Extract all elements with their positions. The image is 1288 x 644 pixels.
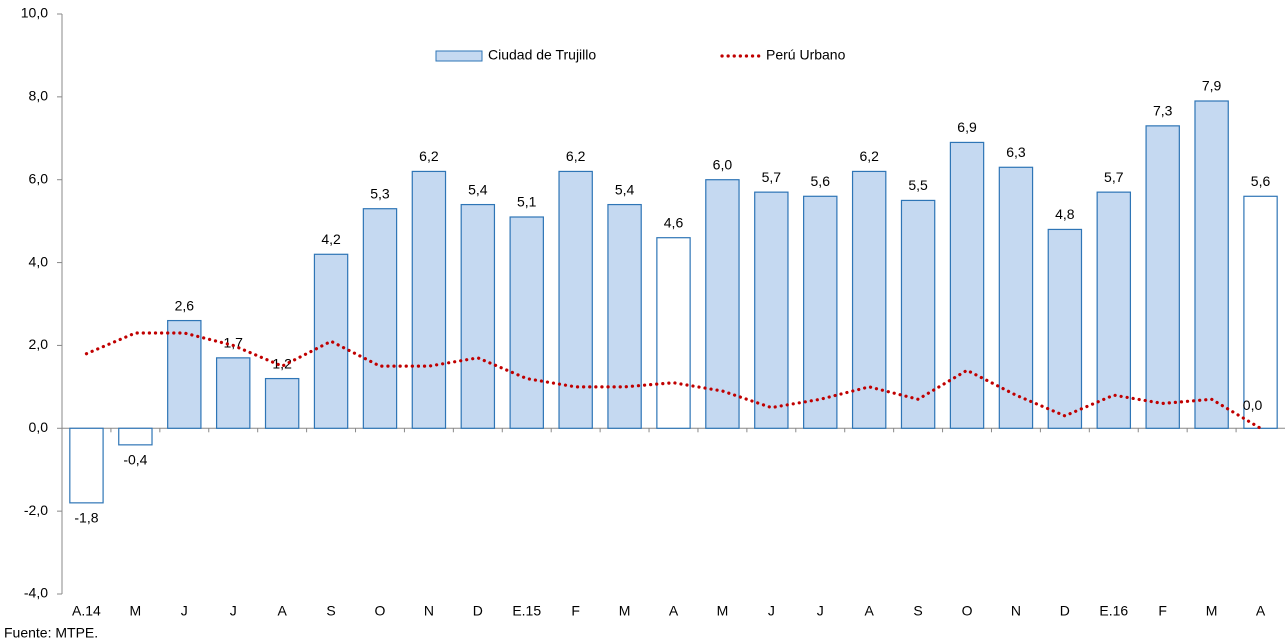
y-tick-label: -4,0 bbox=[24, 585, 48, 601]
bar bbox=[558, 170, 593, 429]
bar bbox=[69, 427, 104, 504]
bar bbox=[509, 216, 544, 429]
x-tick-label: A bbox=[865, 603, 875, 619]
x-tick-label: F bbox=[1158, 603, 1167, 619]
source-note: Fuente: MTPE. bbox=[4, 625, 98, 641]
data-label: 5,7 bbox=[1104, 169, 1124, 185]
x-tick-label: O bbox=[962, 603, 973, 619]
y-tick-label: 4,0 bbox=[29, 253, 49, 269]
x-tick-label: M bbox=[717, 603, 729, 619]
data-label: 7,3 bbox=[1153, 103, 1173, 119]
legend-label: Ciudad de Trujillo bbox=[488, 47, 596, 63]
bar bbox=[656, 237, 691, 429]
bar bbox=[1194, 100, 1229, 429]
bar bbox=[754, 191, 789, 429]
y-tick-label: 0,0 bbox=[29, 419, 49, 435]
bar bbox=[1145, 125, 1180, 429]
x-tick-label: A.14 bbox=[72, 603, 101, 619]
x-tick-label: S bbox=[913, 603, 922, 619]
y-tick-label: 6,0 bbox=[29, 170, 49, 186]
data-label: 5,6 bbox=[811, 173, 831, 189]
x-tick-label: M bbox=[619, 603, 631, 619]
data-label: 6,9 bbox=[957, 119, 977, 135]
bar bbox=[167, 319, 202, 429]
data-label: 5,6 bbox=[1251, 173, 1271, 189]
x-tick-label: F bbox=[571, 603, 580, 619]
data-label: 5,7 bbox=[762, 169, 782, 185]
data-label: 2,6 bbox=[175, 297, 195, 313]
data-label: 4,8 bbox=[1055, 206, 1075, 222]
x-tick-label: M bbox=[130, 603, 142, 619]
bar bbox=[900, 199, 936, 429]
y-tick-label: 2,0 bbox=[29, 336, 49, 352]
data-label: 5,4 bbox=[468, 181, 488, 197]
x-tick-label: A bbox=[1256, 603, 1266, 619]
x-tick-label: A bbox=[277, 603, 287, 619]
line bbox=[84, 331, 1263, 430]
data-label: 5,4 bbox=[615, 181, 635, 197]
bar bbox=[362, 208, 398, 429]
data-label: 6,2 bbox=[859, 148, 879, 164]
y-tick-label: 10,0 bbox=[21, 5, 48, 21]
legend-label: Perú Urbano bbox=[766, 47, 846, 63]
legend-swatch bbox=[435, 50, 483, 62]
bar bbox=[607, 203, 642, 429]
bar bbox=[264, 377, 300, 429]
data-label: 1,2 bbox=[272, 355, 292, 371]
y-tick-label: -2,0 bbox=[24, 502, 48, 518]
x-tick-label: E.15 bbox=[512, 603, 541, 619]
data-label: -1,8 bbox=[74, 510, 98, 526]
x-tick-label: S bbox=[326, 603, 335, 619]
data-label: 0,0 bbox=[1243, 397, 1263, 413]
bar bbox=[998, 166, 1034, 429]
x-tick-label: D bbox=[473, 603, 483, 619]
data-label: 4,6 bbox=[664, 214, 684, 230]
bar bbox=[851, 170, 887, 429]
bar bbox=[949, 141, 985, 429]
data-label: 6,2 bbox=[419, 148, 439, 164]
data-label: 4,2 bbox=[321, 231, 341, 247]
data-label: 5,5 bbox=[908, 177, 928, 193]
bar bbox=[803, 195, 838, 429]
bar bbox=[215, 357, 251, 429]
x-tick-label: J bbox=[181, 603, 188, 619]
data-label: 5,3 bbox=[370, 185, 390, 201]
data-label: 6,3 bbox=[1006, 144, 1026, 160]
x-tick-label: J bbox=[230, 603, 237, 619]
y-tick-label: 8,0 bbox=[29, 88, 49, 104]
bar bbox=[118, 427, 153, 446]
data-label: 6,2 bbox=[566, 148, 586, 164]
x-tick-label: O bbox=[375, 603, 386, 619]
x-tick-label: A bbox=[669, 603, 679, 619]
x-tick-label: N bbox=[424, 603, 434, 619]
data-label: -0,4 bbox=[123, 452, 147, 468]
x-tick-label: M bbox=[1206, 603, 1218, 619]
bar bbox=[1243, 195, 1278, 429]
bar bbox=[1047, 228, 1083, 429]
bar bbox=[1096, 191, 1132, 429]
bar bbox=[460, 203, 496, 429]
x-tick-label: J bbox=[768, 603, 775, 619]
bar bbox=[705, 179, 740, 429]
data-label: 6,0 bbox=[713, 156, 733, 172]
bar bbox=[411, 170, 447, 429]
x-tick-label: J bbox=[817, 603, 824, 619]
x-tick-label: N bbox=[1011, 603, 1021, 619]
data-label: 5,1 bbox=[517, 194, 537, 210]
bar bbox=[313, 253, 349, 429]
data-label: 7,9 bbox=[1202, 78, 1222, 94]
x-tick-label: D bbox=[1060, 603, 1070, 619]
x-tick-label: E.16 bbox=[1099, 603, 1128, 619]
